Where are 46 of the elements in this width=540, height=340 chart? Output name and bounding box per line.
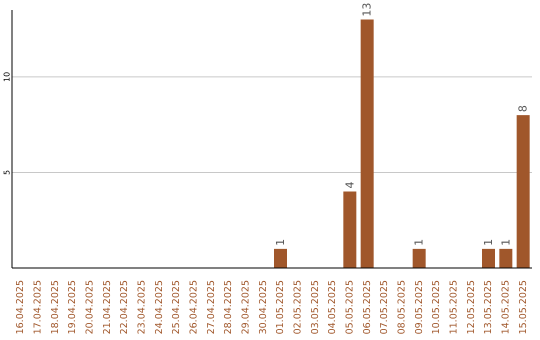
bar — [360, 20, 374, 268]
x-tick-label: 03.05.2025 — [310, 280, 321, 334]
data-label: 1 — [482, 238, 495, 246]
data-label: 1 — [274, 238, 287, 246]
data-label: 4 — [343, 182, 356, 189]
y-tick-label: 5 — [2, 170, 12, 175]
x-tick-label: 01.05.2025 — [275, 280, 286, 334]
x-tick-label: 08.05.2025 — [396, 280, 408, 334]
y-tick-label: 10 — [2, 72, 12, 82]
x-tick-label: 06.05.2025 — [362, 280, 373, 334]
x-tick-label: 24.04.2025 — [154, 280, 165, 334]
x-tick-label: 16.04.2025 — [15, 280, 26, 334]
x-tick-label: 18.04.2025 — [50, 280, 61, 334]
x-tick-label: 15.05.2025 — [518, 280, 529, 334]
x-tick-label: 13.05.2025 — [483, 280, 494, 334]
data-label: 8 — [516, 105, 530, 112]
x-tick-label: 10.05.2025 — [431, 280, 442, 334]
x-tick-label: 05.05.2025 — [344, 280, 356, 334]
bar — [499, 248, 512, 268]
x-tick-label: 30.04.2025 — [258, 280, 269, 334]
x-tick-label: 21.04.2025 — [102, 280, 113, 334]
x-tick-label: 17.04.2025 — [32, 280, 44, 334]
bar — [274, 248, 287, 268]
x-tick-label: 07.05.2025 — [379, 280, 390, 334]
x-tick-label: 20.04.2025 — [84, 280, 96, 334]
x-tick-label: 28.04.2025 — [223, 280, 234, 334]
x-tick-label: 25.04.2025 — [171, 280, 182, 334]
bar — [412, 248, 426, 268]
bar — [343, 192, 356, 268]
x-tick-label: 11.05.2025 — [448, 280, 460, 334]
x-tick-label: 23.04.2025 — [136, 280, 148, 334]
data-label: 1 — [499, 238, 512, 246]
bar — [482, 248, 495, 268]
x-tick-label: 26.04.2025 — [188, 280, 200, 334]
x-tick-label: 12.05.2025 — [466, 280, 477, 334]
bar — [516, 115, 530, 268]
x-tick-label: 29.04.2025 — [240, 280, 252, 334]
x-tick-label: 19.04.2025 — [67, 280, 78, 334]
x-tick-label: 09.05.2025 — [414, 280, 425, 334]
data-label: 13 — [360, 2, 374, 17]
x-tick-label: 22.04.2025 — [119, 280, 130, 334]
x-tick-label: 14.05.2025 — [500, 280, 512, 334]
x-tick-label: 27.04.2025 — [206, 280, 217, 334]
data-label: 1 — [412, 238, 426, 246]
x-tick-label: 04.05.2025 — [327, 280, 338, 334]
x-tick-label: 02.05.2025 — [292, 280, 304, 334]
